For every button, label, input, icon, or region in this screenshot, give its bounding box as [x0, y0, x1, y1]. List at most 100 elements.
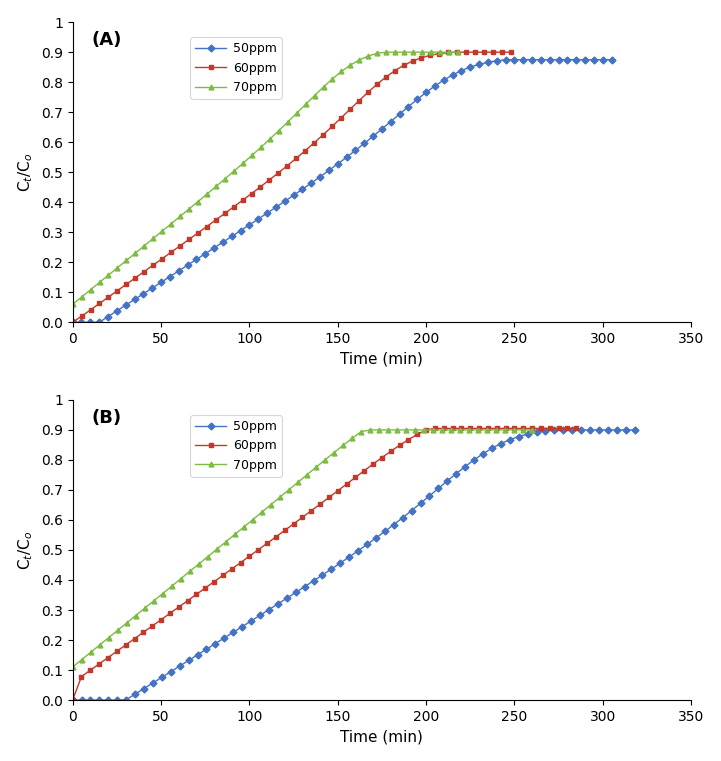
60ppm	[192, 590, 200, 599]
60ppm	[167, 248, 175, 257]
50ppm	[630, 425, 639, 435]
60ppm	[417, 53, 426, 62]
50ppm	[300, 582, 309, 591]
70ppm	[68, 663, 77, 672]
60ppm	[68, 696, 77, 705]
60ppm	[337, 113, 345, 123]
60ppm	[381, 72, 390, 81]
70ppm	[176, 212, 185, 221]
70ppm	[348, 434, 356, 443]
60ppm	[462, 48, 471, 57]
70ppm	[68, 300, 77, 309]
70ppm	[275, 126, 283, 135]
60ppm	[292, 154, 301, 163]
70ppm	[435, 48, 444, 57]
Legend: 50ppm, 60ppm, 70ppm: 50ppm, 60ppm, 70ppm	[190, 37, 282, 99]
70ppm	[203, 189, 211, 199]
60ppm	[554, 424, 563, 433]
60ppm	[453, 48, 461, 57]
70ppm	[285, 486, 293, 495]
70ppm	[292, 109, 301, 118]
70ppm	[212, 182, 221, 191]
70ppm	[95, 278, 104, 287]
70ppm	[355, 56, 363, 65]
60ppm	[399, 61, 408, 70]
60ppm	[87, 305, 95, 314]
60ppm	[310, 139, 319, 148]
Legend: 50ppm, 60ppm, 70ppm: 50ppm, 60ppm, 70ppm	[190, 416, 282, 476]
50ppm	[381, 527, 389, 536]
Text: (B): (B)	[91, 409, 121, 427]
60ppm	[373, 80, 381, 89]
60ppm	[256, 182, 265, 191]
60ppm	[319, 130, 327, 139]
70ppm	[221, 174, 229, 183]
60ppm	[355, 96, 363, 105]
70ppm	[239, 159, 247, 168]
70ppm	[131, 249, 140, 258]
Y-axis label: C$_t$/C$_o$: C$_t$/C$_o$	[17, 530, 35, 570]
70ppm	[185, 205, 193, 214]
70ppm	[319, 82, 328, 91]
70ppm	[366, 425, 374, 435]
70ppm	[104, 270, 112, 279]
60ppm	[507, 48, 516, 57]
60ppm	[430, 424, 439, 433]
70ppm	[167, 219, 175, 228]
70ppm	[373, 49, 381, 58]
60ppm	[283, 161, 292, 170]
60ppm	[444, 48, 453, 57]
50ppm	[68, 696, 77, 705]
Y-axis label: C$_t$/C$_o$: C$_t$/C$_o$	[17, 152, 35, 192]
70ppm	[140, 241, 149, 250]
60ppm	[122, 280, 131, 289]
50ppm	[395, 110, 404, 119]
70ppm	[409, 48, 417, 57]
70ppm	[328, 75, 337, 84]
70ppm	[400, 48, 409, 57]
60ppm	[176, 241, 185, 250]
60ppm	[301, 146, 309, 155]
70ppm	[231, 530, 239, 539]
70ppm	[364, 52, 373, 61]
60ppm	[68, 318, 77, 327]
50ppm	[140, 684, 149, 693]
60ppm	[404, 435, 412, 444]
60ppm	[497, 48, 506, 57]
70ppm	[375, 425, 384, 435]
50ppm	[174, 266, 183, 275]
70ppm	[417, 48, 426, 57]
60ppm	[185, 235, 193, 244]
70ppm	[105, 633, 113, 642]
Line: 60ppm: 60ppm	[70, 49, 513, 325]
70ppm	[391, 48, 399, 57]
Line: 60ppm: 60ppm	[70, 426, 579, 702]
60ppm	[390, 66, 399, 75]
60ppm	[572, 424, 580, 433]
70ppm	[149, 234, 158, 243]
50ppm	[434, 484, 443, 493]
60ppm	[426, 51, 435, 60]
70ppm	[382, 48, 391, 57]
X-axis label: Time (min): Time (min)	[340, 729, 423, 744]
60ppm	[221, 209, 229, 218]
50ppm	[68, 318, 77, 327]
60ppm	[247, 189, 256, 198]
70ppm	[194, 197, 203, 206]
70ppm	[247, 151, 256, 160]
60ppm	[408, 56, 417, 65]
60ppm	[113, 286, 122, 295]
60ppm	[328, 122, 337, 131]
60ppm	[363, 88, 372, 97]
60ppm	[193, 228, 202, 237]
70ppm	[427, 48, 435, 57]
60ppm	[211, 215, 220, 224]
70ppm	[77, 292, 86, 301]
60ppm	[149, 260, 157, 269]
60ppm	[471, 48, 479, 57]
70ppm	[454, 48, 462, 57]
70ppm	[158, 227, 167, 236]
50ppm	[510, 55, 519, 64]
60ppm	[131, 273, 140, 282]
60ppm	[501, 424, 510, 433]
